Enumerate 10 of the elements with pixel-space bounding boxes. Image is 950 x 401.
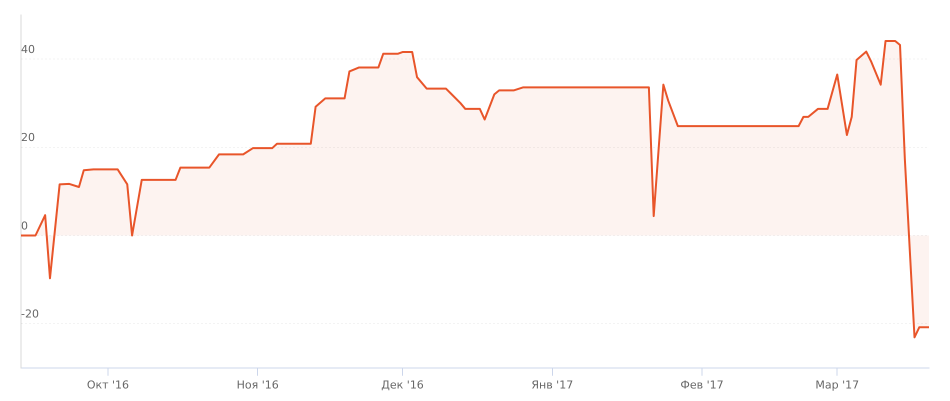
x-tick-label: Янв '17 xyxy=(531,378,574,392)
y-tick-label: 20 xyxy=(21,131,35,144)
x-tick-label: Фев '17 xyxy=(680,378,724,392)
y-tick-label: 0 xyxy=(21,219,28,232)
x-tick-label: Ноя '16 xyxy=(236,378,279,392)
x-tick-label: Мар '17 xyxy=(815,378,860,392)
y-tick-label: 40 xyxy=(21,42,35,56)
x-tick-label: Окт '16 xyxy=(86,378,130,392)
y-tick-label: -20 xyxy=(21,308,39,321)
x-tick-label: Дек '16 xyxy=(381,378,424,392)
